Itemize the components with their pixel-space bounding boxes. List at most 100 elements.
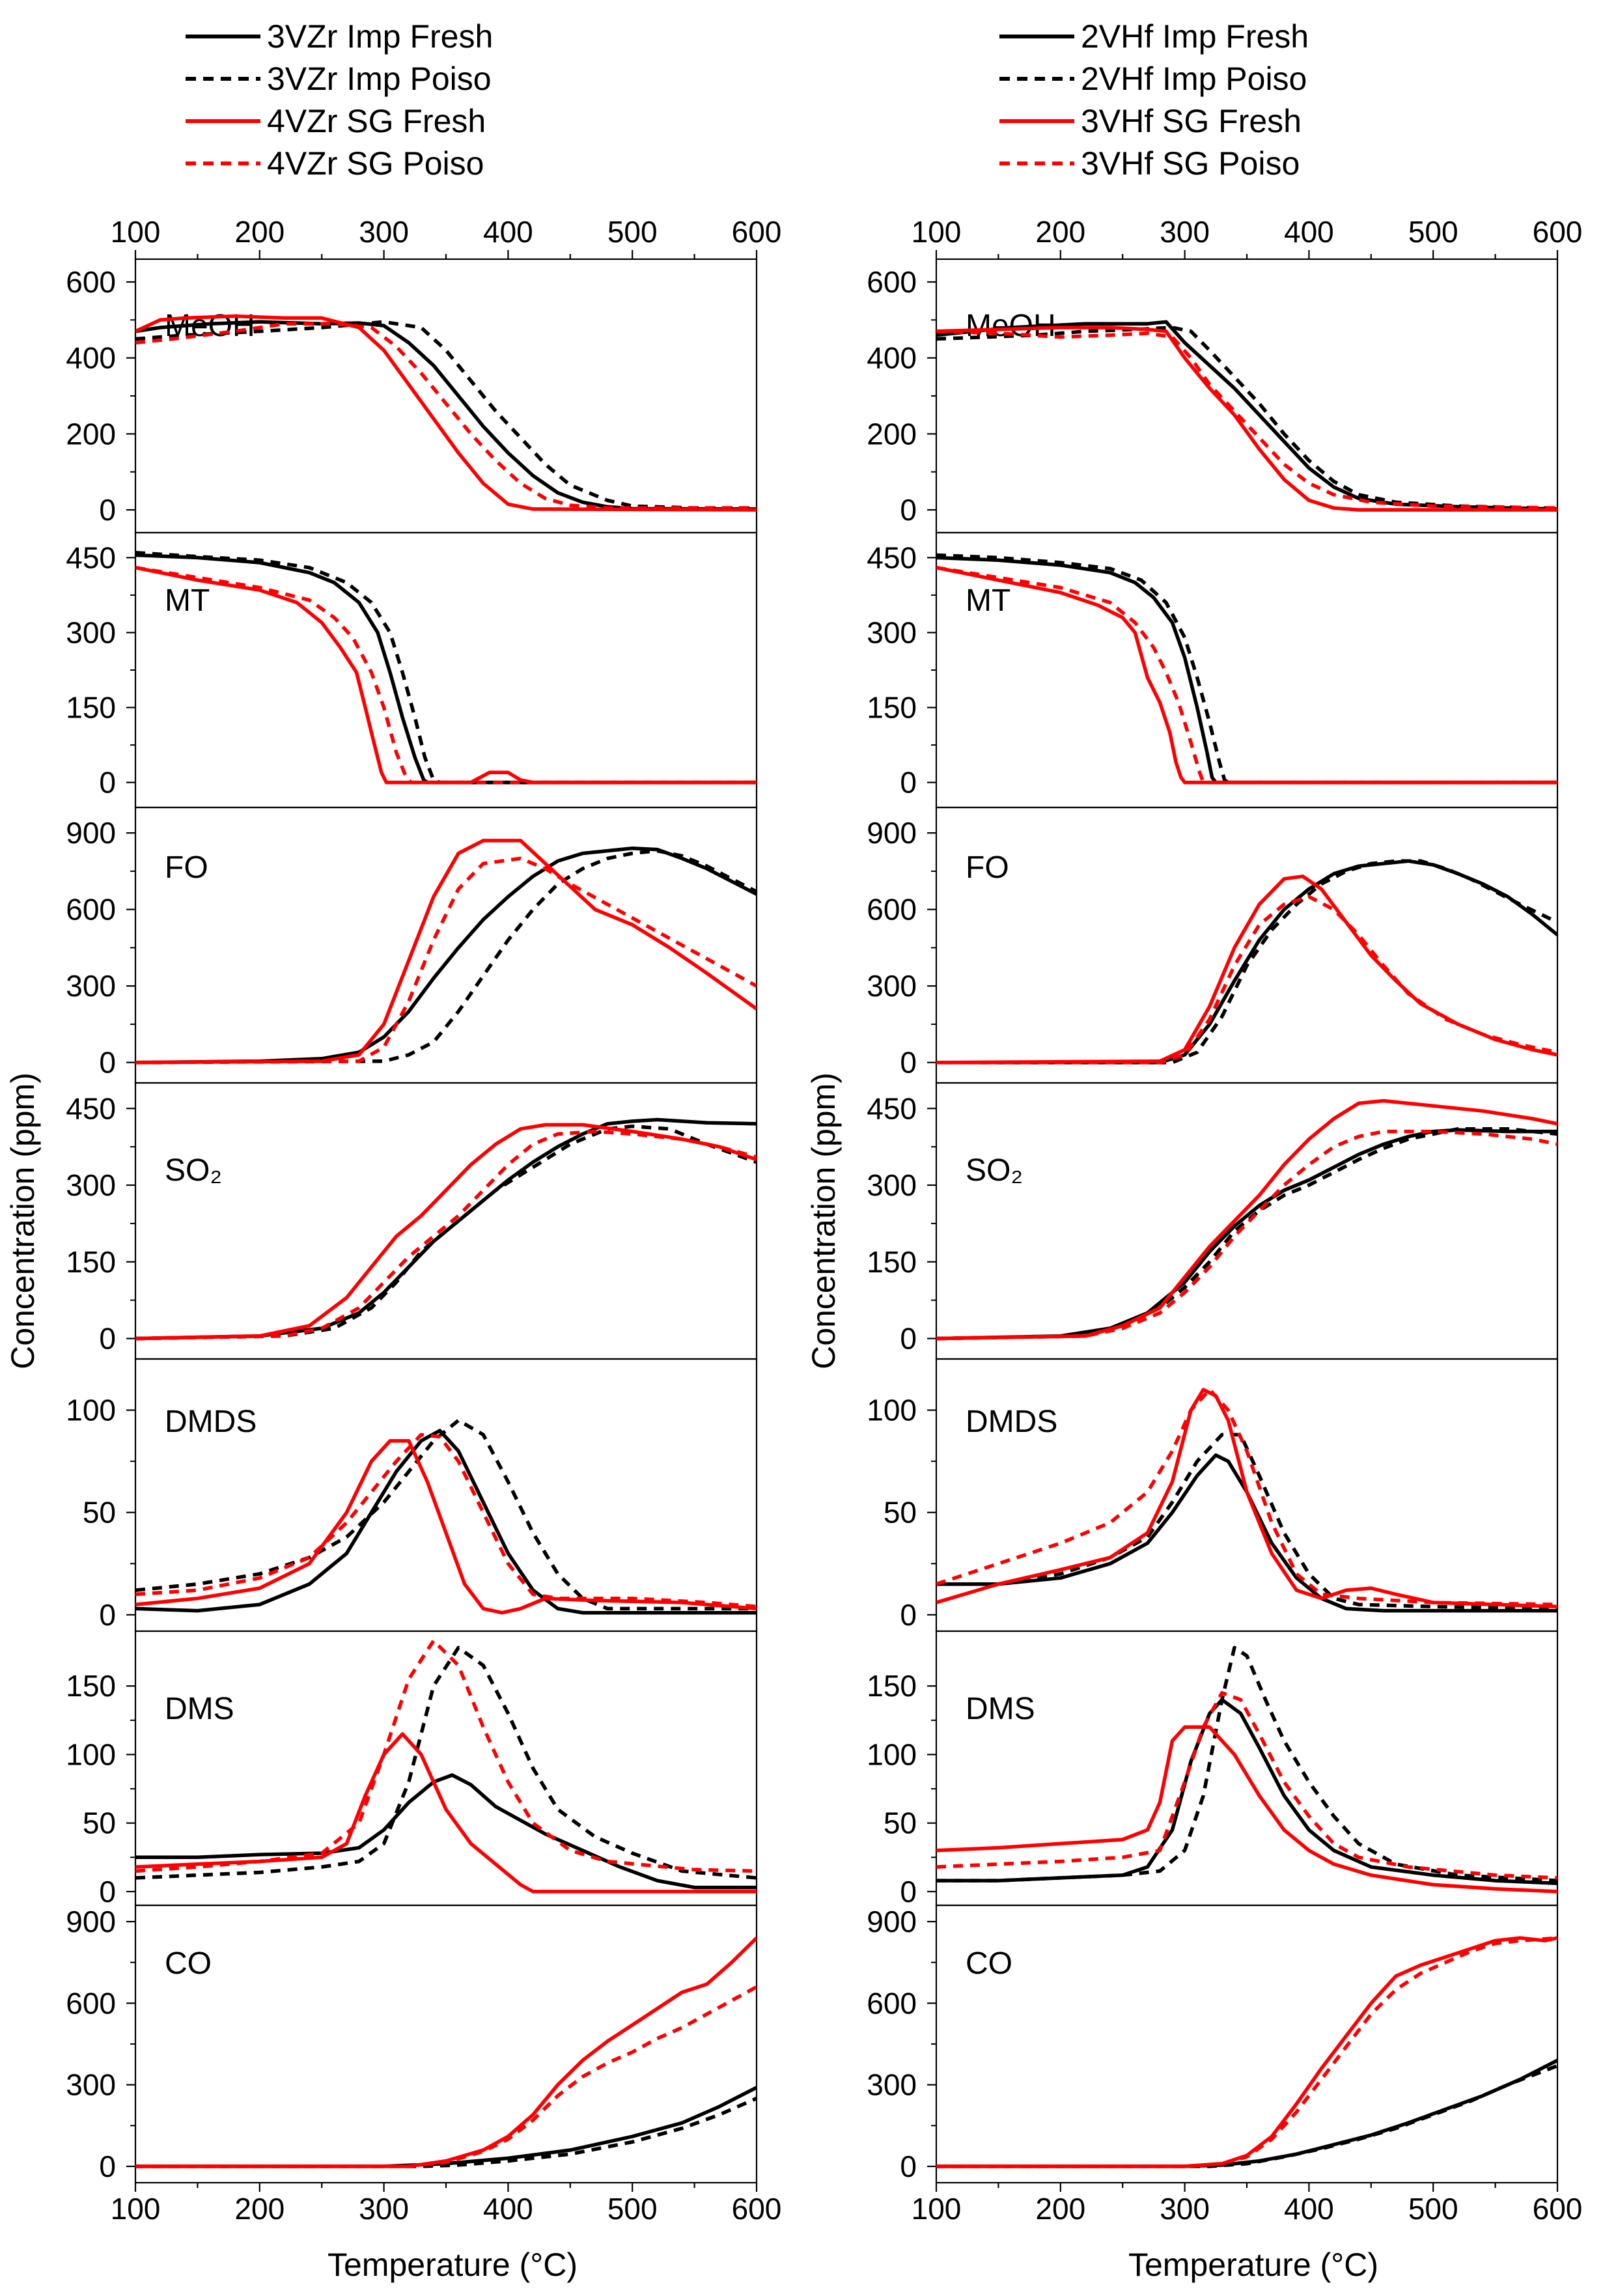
y-tick-label: 900 <box>867 816 917 850</box>
bottom-x-tick-label: 300 <box>1160 2192 1210 2226</box>
top-x-tick-label: 400 <box>483 215 533 249</box>
top-x-tick-label: 500 <box>607 215 658 249</box>
series-line-4vzr-sg-poiso <box>135 1433 757 1609</box>
y-tick-label: 600 <box>66 1986 116 2020</box>
panel-frame <box>134 258 758 534</box>
panel-so-1: 0 150 300 450 SO₂ <box>66 1082 758 1360</box>
series-line-3vzr-imp-fresh <box>135 1773 757 1890</box>
series-line-3vhf-sg-fresh <box>936 326 1557 512</box>
panel-label-co: CO <box>165 1946 212 1981</box>
series-line-3vhf-sg-fresh <box>936 1936 1557 2168</box>
series-line-2vhf-imp-fresh <box>936 1453 1557 1613</box>
y-tick-label: 150 <box>867 1245 917 1279</box>
y-tick-label: 100 <box>867 1393 917 1427</box>
legend-label-3vhf-sg-fresh: 3VHf SG Fresh <box>1081 103 1302 139</box>
y-tick-label: 600 <box>66 893 116 927</box>
y-tick-label: 600 <box>867 265 917 299</box>
series-line-2vhf-imp-fresh <box>936 1128 1557 1341</box>
series-line-3vhf-sg-fresh <box>936 875 1557 1065</box>
panel-label-dms: DMS <box>165 1692 234 1726</box>
top-x-tick-label: 100 <box>912 215 962 249</box>
series-line-2vhf-imp-poiso <box>936 2064 1557 2168</box>
series-line-3vzr-imp-poiso <box>135 2096 757 2168</box>
y-tick-label: 0 <box>900 1875 917 1909</box>
series-line-2vhf-imp-fresh <box>936 1698 1557 1886</box>
y-tick-label: 0 <box>99 766 116 800</box>
y-tick-label: 300 <box>66 2068 116 2102</box>
bottom-x-tick-label: 100 <box>912 2192 962 2226</box>
panel-label-so: SO₂ <box>165 1153 222 1188</box>
series-line-2vhf-imp-poiso <box>936 859 1557 1065</box>
series-group <box>936 553 1557 785</box>
y-tick-label: 0 <box>900 766 917 800</box>
y-tick-label: 450 <box>66 1091 116 1125</box>
series-group <box>135 1418 757 1615</box>
series-group <box>135 550 757 785</box>
y-tick-label: 900 <box>66 1905 116 1939</box>
y-tick-label: 100 <box>66 1393 116 1427</box>
legend-label-2vhf-imp-fresh: 2VHf Imp Fresh <box>1081 18 1309 55</box>
series-line-4vzr-sg-fresh <box>135 566 757 785</box>
panel-dmds-1: 0 50 100 DMDS <box>66 1358 758 1632</box>
y-tick-label: 300 <box>867 969 917 1003</box>
panel-label-dms: DMS <box>966 1692 1035 1726</box>
series-line-3vzr-imp-fresh <box>135 1117 757 1341</box>
series-line-4vzr-sg-fresh <box>135 1123 757 1341</box>
y-tick-label: 100 <box>867 1737 917 1771</box>
y-tick-label: 0 <box>900 1598 917 1632</box>
y-tick-label: 50 <box>884 1806 917 1840</box>
y-tick-label: 200 <box>867 417 917 451</box>
series-group <box>135 1937 757 2168</box>
y-tick-label: 50 <box>884 1496 917 1530</box>
y-tick-label: 300 <box>66 615 116 649</box>
panel-frame <box>935 258 1559 534</box>
y-tick-label: 0 <box>99 2149 116 2183</box>
series-line-3vzr-imp-poiso <box>135 550 757 785</box>
y-tick-label: 450 <box>867 1091 917 1125</box>
top-x-tick-label: 400 <box>1284 215 1334 249</box>
bottom-x-tick-label: 500 <box>607 2192 658 2226</box>
panel-dmds-2: 0 50 100 DMDS <box>867 1358 1559 1632</box>
y-tick-label: 50 <box>83 1806 116 1840</box>
bottom-x-tick-label: 600 <box>732 2192 782 2226</box>
series-line-3vhf-sg-poiso <box>936 329 1557 510</box>
y-tick-label: 300 <box>867 1168 917 1202</box>
series-line-4vzr-sg-fresh <box>135 1438 757 1615</box>
series-line-4vzr-sg-poiso <box>135 322 757 510</box>
y-tick-label: 0 <box>99 1598 116 1632</box>
top-x-tick-label: 100 <box>111 215 161 249</box>
series-line-3vzr-imp-poiso <box>135 848 757 1065</box>
series-line-3vhf-sg-poiso <box>936 565 1557 785</box>
series-line-3vhf-sg-fresh <box>936 1099 1557 1341</box>
panel-co-1: 0 300 600 900 CO <box>66 1904 758 2192</box>
top-x-tick-label: 600 <box>732 215 782 249</box>
series-line-3vhf-sg-poiso <box>936 1690 1557 1880</box>
panel-label-co: CO <box>966 1946 1012 1981</box>
legend-label-2vhf-imp-poiso: 2VHf Imp Poiso <box>1081 61 1307 97</box>
y-tick-label: 150 <box>867 1669 917 1703</box>
series-line-3vhf-sg-fresh <box>936 1725 1557 1894</box>
y-tick-label: 100 <box>66 1737 116 1771</box>
y-tick-label: 900 <box>66 816 116 850</box>
legend-label-4vzr-sg-fresh: 4VZr SG Fresh <box>267 103 486 139</box>
panel-label-mt: MT <box>165 583 210 618</box>
y-tick-label: 600 <box>66 265 116 299</box>
series-line-3vzr-imp-fresh <box>135 846 757 1065</box>
series-line-3vhf-sg-fresh <box>936 566 1557 785</box>
chart-2: 2VHf Imp Fresh 2VHf Imp Poiso 3VHf SG Fres… <box>805 18 1582 2283</box>
series-group <box>936 859 1557 1065</box>
series-line-2vhf-imp-fresh <box>936 320 1557 511</box>
y-tick-label: 0 <box>900 493 917 527</box>
y-tick-label: 0 <box>99 1875 116 1909</box>
series-group <box>135 1638 757 1894</box>
y-tick-label: 300 <box>66 1168 116 1202</box>
series-line-3vhf-sg-fresh <box>936 1388 1557 1609</box>
panel-label-dmds: DMDS <box>165 1405 257 1439</box>
y-tick-label: 450 <box>66 540 116 574</box>
y-tick-label: 0 <box>900 1046 917 1080</box>
series-line-2vhf-imp-poiso <box>936 326 1557 511</box>
y-tick-label: 400 <box>867 341 917 375</box>
series-line-3vzr-imp-fresh <box>135 2086 757 2168</box>
series-line-2vhf-imp-poiso <box>936 1127 1557 1341</box>
